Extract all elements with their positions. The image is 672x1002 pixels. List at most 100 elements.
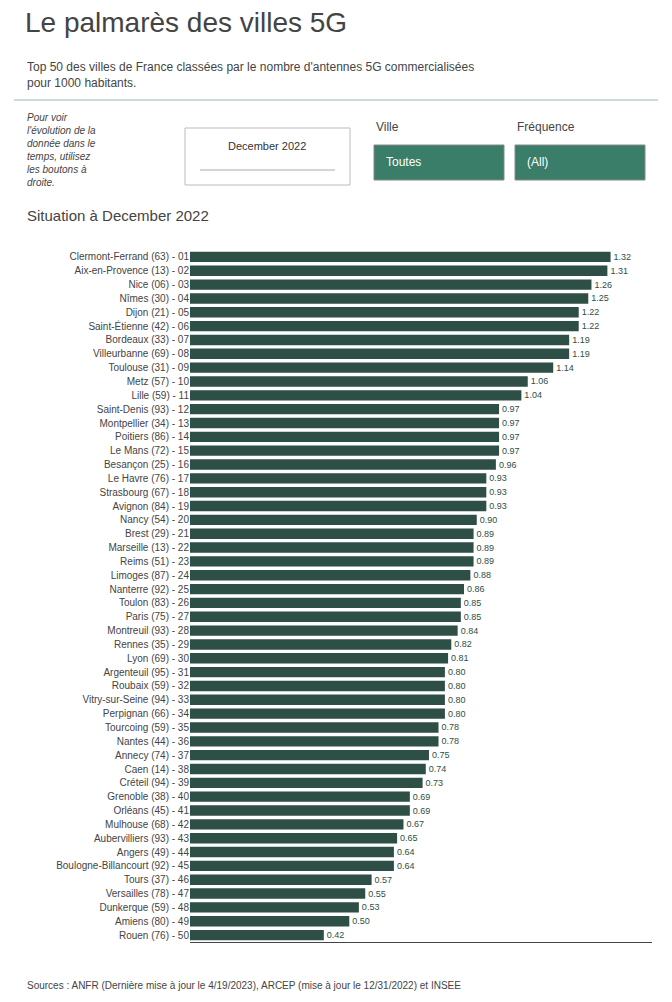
svg-text:Besançon (25) - 16: Besançon (25) - 16	[104, 459, 189, 470]
svg-text:Nancy (54) - 20: Nancy (54) - 20	[120, 514, 189, 525]
svg-text:(All): (All)	[527, 155, 548, 169]
svg-text:1.19: 1.19	[572, 349, 590, 359]
svg-text:0.97: 0.97	[502, 418, 520, 428]
svg-text:0.93: 0.93	[489, 487, 507, 497]
svg-text:Grenoble (38) - 40: Grenoble (38) - 40	[107, 791, 189, 802]
svg-text:0.89: 0.89	[477, 556, 495, 566]
svg-text:0.74: 0.74	[429, 764, 447, 774]
svg-text:Lille (59) - 11: Lille (59) - 11	[131, 390, 189, 401]
svg-text:0.81: 0.81	[451, 653, 469, 663]
svg-text:0.42: 0.42	[327, 930, 345, 940]
svg-text:0.64: 0.64	[397, 861, 415, 871]
svg-text:0.97: 0.97	[502, 446, 520, 456]
svg-text:Brest (29) - 21: Brest (29) - 21	[125, 528, 189, 539]
svg-text:Pour voirl'évolution de ladonn: Pour voirl'évolution de ladonnée dans le…	[27, 112, 96, 188]
svg-text:Angers (49) - 44: Angers (49) - 44	[117, 847, 190, 858]
svg-text:0.85: 0.85	[464, 612, 482, 622]
svg-text:Montpellier (34) - 13: Montpellier (34) - 13	[100, 418, 190, 429]
svg-text:0.50: 0.50	[352, 916, 370, 926]
svg-text:Toulouse (31) - 09: Toulouse (31) - 09	[108, 362, 189, 373]
svg-text:0.73: 0.73	[426, 778, 444, 788]
svg-text:0.93: 0.93	[489, 501, 507, 511]
svg-text:Lyon (69) - 30: Lyon (69) - 30	[127, 653, 189, 664]
svg-text:Tours (37) - 46: Tours (37) - 46	[124, 874, 189, 885]
svg-text:0.67: 0.67	[406, 819, 424, 829]
svg-text:0.65: 0.65	[400, 833, 418, 843]
svg-text:Villeurbanne (69) - 08: Villeurbanne (69) - 08	[93, 348, 189, 359]
svg-text:Fréquence: Fréquence	[517, 120, 575, 134]
svg-text:Montreuil (93) - 28: Montreuil (93) - 28	[107, 625, 189, 636]
svg-text:Sources : ANFR (Dernière mise: Sources : ANFR (Dernière mise à jour le …	[27, 980, 461, 991]
svg-text:0.78: 0.78	[442, 736, 460, 746]
svg-text:Versailles (78) - 47: Versailles (78) - 47	[106, 888, 190, 899]
svg-text:0.85: 0.85	[464, 598, 482, 608]
svg-text:Saint-Étienne (42) - 06: Saint-Étienne (42) - 06	[88, 320, 189, 332]
svg-text:Limoges (87) - 24: Limoges (87) - 24	[111, 570, 190, 581]
svg-text:0.69: 0.69	[413, 792, 431, 802]
svg-text:Roubaix (59) - 32: Roubaix (59) - 32	[112, 680, 190, 691]
svg-text:0.57: 0.57	[375, 875, 393, 885]
svg-text:Créteil (94) - 39: Créteil (94) - 39	[120, 777, 190, 788]
svg-text:Le Mans (72) - 15: Le Mans (72) - 15	[110, 445, 189, 456]
svg-text:Orléans (45) - 41: Orléans (45) - 41	[113, 805, 189, 816]
svg-text:0.82: 0.82	[454, 639, 472, 649]
svg-text:Top 50 des villes de France cl: Top 50 des villes de France classées par…	[27, 60, 474, 90]
svg-text:Rouen (76) - 50: Rouen (76) - 50	[119, 930, 189, 941]
svg-text:Avignon (84) - 19: Avignon (84) - 19	[112, 501, 189, 512]
svg-text:Dunkerque (59) - 48: Dunkerque (59) - 48	[100, 902, 190, 913]
svg-text:Aix-en-Provence (13) - 02: Aix-en-Provence (13) - 02	[75, 265, 190, 276]
svg-text:0.75: 0.75	[432, 750, 450, 760]
svg-text:Poitiers (86) - 14: Poitiers (86) - 14	[115, 431, 189, 442]
svg-text:0.69: 0.69	[413, 806, 431, 816]
svg-text:Toutes: Toutes	[386, 155, 421, 169]
svg-text:0.78: 0.78	[442, 722, 460, 732]
svg-text:0.64: 0.64	[397, 847, 415, 857]
svg-text:Nantes (44) - 36: Nantes (44) - 36	[117, 736, 190, 747]
svg-text:0.86: 0.86	[467, 584, 485, 594]
svg-text:1.31: 1.31	[610, 266, 628, 276]
svg-text:0.80: 0.80	[448, 695, 466, 705]
svg-text:Annecy (74) - 37: Annecy (74) - 37	[115, 750, 189, 761]
svg-text:0.96: 0.96	[499, 460, 517, 470]
svg-text:Metz (57) - 10: Metz (57) - 10	[127, 376, 190, 387]
svg-text:0.55: 0.55	[368, 889, 386, 899]
svg-text:1.32: 1.32	[614, 252, 632, 262]
svg-text:Caen (14) - 38: Caen (14) - 38	[125, 764, 190, 775]
svg-text:0.93: 0.93	[489, 473, 507, 483]
svg-text:Strasbourg (67) - 18: Strasbourg (67) - 18	[100, 487, 190, 498]
svg-text:Ville: Ville	[376, 120, 399, 134]
svg-text:0.97: 0.97	[502, 404, 520, 414]
svg-text:Tourcoing (59) - 35: Tourcoing (59) - 35	[105, 722, 189, 733]
svg-text:0.89: 0.89	[477, 529, 495, 539]
svg-text:Vitry-sur-Seine (94) - 33: Vitry-sur-Seine (94) - 33	[82, 694, 189, 705]
svg-text:0.88: 0.88	[473, 570, 491, 580]
svg-text:Marseille (13) - 22: Marseille (13) - 22	[108, 542, 189, 553]
svg-text:Clermont-Ferrand (63) - 01: Clermont-Ferrand (63) - 01	[70, 251, 190, 262]
svg-text:Amiens (80) - 49: Amiens (80) - 49	[115, 916, 189, 927]
svg-text:Reims (51) - 23: Reims (51) - 23	[120, 556, 189, 567]
svg-text:Argenteuil (95) - 31: Argenteuil (95) - 31	[103, 667, 189, 678]
svg-text:Bordeaux (33) - 07: Bordeaux (33) - 07	[106, 334, 190, 345]
svg-text:1.19: 1.19	[572, 335, 590, 345]
svg-text:0.89: 0.89	[477, 543, 495, 553]
svg-text:Aubervilliers (93) - 43: Aubervilliers (93) - 43	[94, 833, 189, 844]
svg-text:1.26: 1.26	[594, 280, 612, 290]
svg-text:1.22: 1.22	[582, 321, 600, 331]
svg-text:Nanterre (92) - 25: Nanterre (92) - 25	[110, 584, 190, 595]
svg-text:Paris (75) - 27: Paris (75) - 27	[126, 611, 190, 622]
svg-text:Saint-Denis (93) - 12: Saint-Denis (93) - 12	[97, 404, 190, 415]
svg-text:Nîmes (30) - 04: Nîmes (30) - 04	[120, 293, 190, 304]
svg-text:Le Havre (76) - 17: Le Havre (76) - 17	[108, 473, 190, 484]
svg-text:Dijon (21) - 05: Dijon (21) - 05	[126, 307, 190, 318]
svg-text:1.25: 1.25	[591, 293, 609, 303]
svg-text:Situation à December 2022: Situation à December 2022	[27, 207, 209, 224]
svg-text:Boulogne-Billancourt (92) - 45: Boulogne-Billancourt (92) - 45	[56, 860, 189, 871]
svg-text:1.22: 1.22	[582, 307, 600, 317]
svg-text:Rennes (35) - 29: Rennes (35) - 29	[114, 639, 189, 650]
svg-text:December 2022: December 2022	[228, 140, 306, 152]
svg-text:0.80: 0.80	[448, 667, 466, 677]
svg-text:Nice (06) - 03: Nice (06) - 03	[128, 279, 189, 290]
svg-text:0.80: 0.80	[448, 681, 466, 691]
svg-text:Toulon (83) - 26: Toulon (83) - 26	[119, 597, 189, 608]
svg-text:0.80: 0.80	[448, 709, 466, 719]
